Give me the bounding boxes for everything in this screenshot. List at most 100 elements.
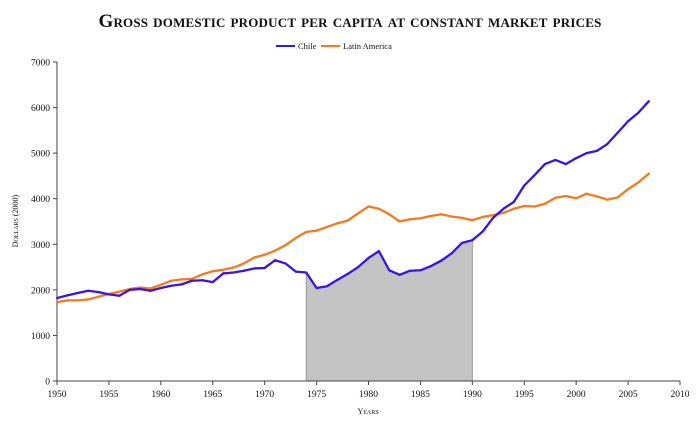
chile-data-point	[128, 288, 131, 291]
latin-america-data-point	[523, 204, 526, 208]
latin-america-data-point	[242, 262, 245, 265]
chile-data-point	[533, 173, 536, 177]
latin-america-data-point	[471, 219, 474, 222]
chile-data-point	[76, 291, 79, 295]
chile-data-point	[118, 294, 121, 297]
chile-data-point	[450, 252, 453, 255]
latin-america-data-point	[492, 214, 495, 217]
chile-data-point	[429, 265, 432, 268]
latin-america-data-point	[440, 213, 443, 216]
y-tick-label: 3000	[31, 241, 50, 251]
latin-america-data-point	[159, 283, 162, 286]
chile-data-point	[460, 241, 464, 245]
x-tick-label: 2010	[671, 390, 690, 400]
chile-data-point	[222, 272, 225, 275]
chile-data-point	[232, 271, 235, 274]
latin-america-data-point	[55, 301, 59, 304]
latin-america-series-line	[56, 172, 650, 304]
latin-america-data-point	[460, 216, 464, 219]
chile-data-point	[440, 259, 443, 262]
latin-america-data-point	[118, 290, 121, 293]
chile-data-point	[388, 269, 391, 272]
x-tick-label: 1975	[307, 390, 326, 400]
latin-america-data-point	[637, 181, 640, 184]
chile-data-point	[647, 100, 650, 103]
chile-data-point	[481, 230, 484, 233]
latin-america-data-point	[315, 229, 318, 232]
latin-america-data-point	[626, 188, 630, 191]
chile-data-point	[284, 262, 287, 265]
chile-data-point	[170, 284, 173, 287]
chile-data-point	[408, 269, 412, 272]
legend: Chile Latin America	[276, 41, 392, 51]
y-axis-label: Dollars (2000)	[11, 194, 20, 247]
chile-series-line	[56, 100, 650, 300]
latin-america-data-point	[606, 198, 609, 201]
latin-america-data-point	[367, 205, 370, 208]
chile-data-point	[149, 289, 152, 292]
chile-data-point	[616, 131, 619, 134]
y-tick-label: 7000	[31, 59, 50, 69]
latin-america-data-point	[180, 278, 183, 281]
chile-data-point	[55, 296, 59, 300]
x-tick-label: 2000	[567, 390, 586, 400]
chile-data-point	[377, 250, 380, 253]
latin-america-data-point	[263, 253, 266, 256]
x-tick-label: 1985	[411, 390, 430, 400]
latin-america-data-point	[429, 214, 432, 218]
chile-data-point	[502, 207, 505, 210]
latin-america-data-point	[305, 230, 308, 234]
latin-america-data-point	[201, 273, 204, 276]
latin-america-data-point	[232, 266, 235, 269]
latin-america-data-point	[325, 225, 329, 229]
chile-data-point	[564, 162, 567, 166]
latin-america-data-point	[294, 236, 297, 240]
x-tick-label: 1970	[255, 390, 274, 400]
y-tick-label: 2000	[31, 286, 50, 296]
shaded-region-layer	[305, 239, 473, 382]
x-ticks: 1950 1955 1960 1965 1970 1975 1980 1985 1990 1995…	[48, 381, 690, 400]
chile-data-point	[637, 111, 640, 114]
chile-data-point	[273, 259, 277, 262]
chile-data-point	[107, 293, 111, 296]
y-ticks: 0 1000 2000 3000 4000 5000 6000 7000	[31, 59, 57, 388]
x-tick-label: 2005	[619, 390, 638, 400]
latin-america-data-point	[336, 222, 339, 225]
chile-data-point	[398, 273, 401, 276]
chile-data-point	[159, 286, 162, 290]
chile-data-point	[367, 256, 370, 260]
latin-america-data-point	[585, 192, 588, 195]
chile-data-point	[315, 286, 318, 290]
shaded-region	[305, 239, 473, 382]
chile-data-point	[606, 142, 609, 146]
chile-data-point	[201, 279, 204, 282]
latin-america-data-point	[284, 244, 287, 247]
x-tick-label: 1950	[48, 390, 67, 400]
latin-america-data-point	[76, 299, 79, 302]
latin-america-data-point	[554, 196, 557, 199]
chile-data-point	[471, 239, 474, 242]
chile-data-point	[294, 270, 297, 273]
chile-data-point	[585, 152, 588, 155]
latin-america-data-point	[647, 172, 650, 175]
latin-america-data-point	[388, 213, 391, 216]
chile-data-point	[575, 157, 578, 160]
chile-data-point	[263, 266, 266, 270]
chile-data-point	[97, 291, 100, 294]
latin-america-data-point	[595, 195, 599, 198]
latin-america-data-point	[533, 205, 536, 208]
chile-data-point	[190, 279, 194, 282]
y-tick-label: 1000	[31, 332, 50, 342]
chile-data-point	[325, 285, 329, 288]
chile-data-point	[211, 281, 214, 284]
chile-data-point	[305, 271, 308, 274]
chile-data-point	[626, 120, 630, 123]
legend-label-latin-america: Latin America	[343, 41, 392, 51]
chile-data-point	[419, 269, 422, 272]
y-tick-label: 5000	[31, 150, 50, 160]
latin-america-data-point	[419, 217, 422, 220]
chile-data-point	[242, 269, 245, 272]
x-tick-label: 1995	[515, 390, 534, 400]
